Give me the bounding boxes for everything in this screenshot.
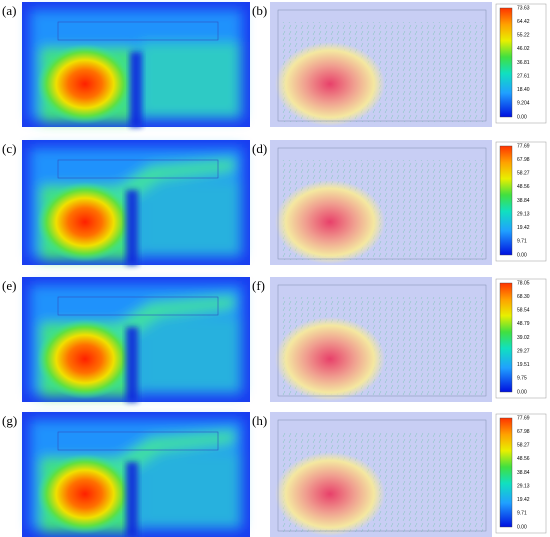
- colorbar-label: 67.98: [517, 157, 530, 163]
- colorbar-label: 9.204: [517, 101, 530, 107]
- vector-plot: [270, 2, 492, 127]
- duct: [57, 296, 219, 316]
- velocity-core: [275, 180, 385, 264]
- colorbar-label: 9.71: [517, 511, 527, 517]
- colorbar-label: 58.54: [517, 308, 530, 314]
- colorbar-label: 29.13: [517, 483, 530, 489]
- colorbar-label: 9.75: [517, 376, 527, 382]
- contour-plot: [22, 2, 250, 127]
- panel-label: (f): [252, 278, 265, 293]
- colorbar-label: 77.69: [517, 143, 530, 149]
- colorbar-label: 38.84: [517, 470, 530, 476]
- colorbar-label: 0.00: [517, 524, 527, 530]
- colorbar-label: 27.61: [517, 73, 530, 79]
- colorbar-label: 39.02: [517, 335, 530, 341]
- colorbar-label: 19.51: [517, 362, 530, 368]
- colorbar-label: 58.27: [517, 443, 530, 449]
- vector-plot: [270, 412, 492, 537]
- colorbar-label: 0.00: [517, 389, 527, 395]
- contour-plot: [22, 277, 250, 402]
- colorbar-label: 38.84: [517, 198, 530, 204]
- colorbar-label: 19.42: [517, 225, 530, 231]
- contour-region: [140, 180, 240, 255]
- velocity-core: [275, 452, 385, 536]
- room-outline: [277, 284, 487, 397]
- colorbar-label: 18.40: [517, 87, 530, 93]
- panel-label: (c): [2, 141, 16, 156]
- colorbar: [499, 145, 513, 256]
- colorbar-label: 19.42: [517, 497, 530, 503]
- duct: [57, 431, 219, 451]
- panel-label: (e): [2, 278, 16, 293]
- hot-zone: [37, 182, 133, 262]
- duct: [57, 21, 219, 41]
- panel-label: (b): [252, 3, 267, 18]
- colorbar-label: 73.63: [517, 5, 530, 11]
- wall: [126, 327, 138, 402]
- colorbar-label: 58.27: [517, 171, 530, 177]
- colorbar: [499, 7, 513, 118]
- colorbar-label: 78.05: [517, 280, 530, 286]
- contour-plot: [22, 412, 250, 537]
- room-outline: [277, 9, 487, 122]
- colorbar-label: 68.30: [517, 294, 530, 300]
- colorbar-label: 48.79: [517, 321, 530, 327]
- panel-label: (a): [2, 3, 16, 18]
- hot-zone: [37, 44, 133, 124]
- velocity-core: [275, 42, 385, 126]
- colorbar-label: 29.13: [517, 211, 530, 217]
- wall: [126, 190, 138, 265]
- hot-zone: [37, 454, 133, 534]
- colorbar-label: 36.81: [517, 60, 530, 66]
- room-outline: [277, 419, 487, 532]
- panel-label: (d): [252, 141, 267, 156]
- hot-zone: [37, 319, 133, 399]
- panel-label: (g): [2, 413, 17, 428]
- duct: [57, 159, 219, 179]
- contour-region: [140, 452, 240, 527]
- colorbar-label: 64.42: [517, 19, 530, 25]
- colorbar: [499, 282, 513, 393]
- colorbar-label: 0.00: [517, 114, 527, 120]
- colorbar-label: 0.00: [517, 252, 527, 258]
- colorbar-label: 67.98: [517, 429, 530, 435]
- vector-plot: [270, 140, 492, 265]
- colorbar: [499, 417, 513, 528]
- panel-label: (h): [252, 413, 267, 428]
- colorbar-label: 55.22: [517, 33, 530, 39]
- colorbar-label: 9.71: [517, 239, 527, 245]
- colorbar-label: 77.69: [517, 415, 530, 421]
- contour-plot: [22, 140, 250, 265]
- colorbar-label: 48.56: [517, 456, 530, 462]
- colorbar-label: 46.02: [517, 46, 530, 52]
- contour-region: [140, 317, 240, 392]
- contour-region: [140, 42, 240, 117]
- wall: [130, 52, 142, 127]
- velocity-core: [275, 317, 385, 401]
- vector-plot: [270, 277, 492, 402]
- colorbar-label: 48.56: [517, 184, 530, 190]
- colorbar-label: 29.27: [517, 348, 530, 354]
- wall: [126, 462, 138, 537]
- room-outline: [277, 147, 487, 260]
